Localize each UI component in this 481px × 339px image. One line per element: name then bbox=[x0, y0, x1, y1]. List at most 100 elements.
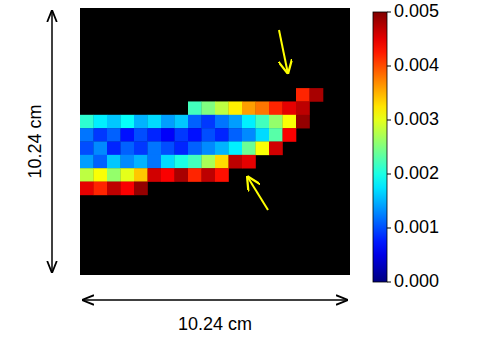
cell bbox=[134, 115, 148, 129]
cell bbox=[215, 142, 229, 156]
cell bbox=[161, 115, 175, 129]
cell bbox=[202, 128, 216, 142]
cell bbox=[202, 115, 216, 129]
cell bbox=[296, 115, 310, 129]
cell bbox=[202, 101, 216, 115]
cell bbox=[94, 182, 108, 196]
x-label: 10.24 cm bbox=[178, 314, 252, 334]
cell bbox=[121, 155, 135, 169]
colorbar-tick bbox=[387, 174, 391, 175]
colorbar-tick bbox=[387, 228, 391, 229]
colorbar-tick bbox=[387, 66, 391, 67]
cell bbox=[283, 101, 297, 115]
cell bbox=[296, 101, 310, 115]
colorbar bbox=[373, 12, 387, 282]
colorbar-tick-label: 0.000 bbox=[394, 271, 439, 291]
cell bbox=[134, 168, 148, 182]
cell bbox=[242, 155, 256, 169]
cell bbox=[94, 168, 108, 182]
cell bbox=[94, 155, 108, 169]
cell bbox=[134, 155, 148, 169]
cell bbox=[80, 115, 94, 129]
cell bbox=[202, 155, 216, 169]
cell bbox=[80, 142, 94, 156]
cell bbox=[256, 115, 270, 129]
cell bbox=[134, 182, 148, 196]
cell bbox=[121, 128, 135, 142]
colorbar-tick bbox=[387, 120, 391, 121]
cell bbox=[310, 88, 324, 102]
chart: 10.24 cm10.24 cm0.0000.0010.0020.0030.00… bbox=[0, 0, 481, 339]
annotation-arrow bbox=[279, 30, 288, 74]
cell bbox=[215, 101, 229, 115]
cell bbox=[215, 115, 229, 129]
cell bbox=[296, 88, 310, 102]
cell bbox=[121, 115, 135, 129]
cell bbox=[107, 128, 121, 142]
cell bbox=[229, 115, 243, 129]
cell bbox=[256, 101, 270, 115]
cell bbox=[188, 115, 202, 129]
colorbar-tick-label: 0.003 bbox=[394, 109, 439, 129]
cell bbox=[283, 115, 297, 129]
plot-background bbox=[80, 8, 350, 275]
cell bbox=[188, 101, 202, 115]
colorbar-tick bbox=[387, 12, 391, 13]
cell bbox=[283, 128, 297, 142]
cell bbox=[148, 168, 162, 182]
cell bbox=[175, 115, 189, 129]
cell bbox=[134, 128, 148, 142]
cell bbox=[229, 101, 243, 115]
cell bbox=[175, 168, 189, 182]
colorbar-tick-label: 0.005 bbox=[394, 1, 439, 21]
cell bbox=[269, 142, 283, 156]
dimension-arrow bbox=[51, 10, 53, 273]
cell bbox=[229, 155, 243, 169]
cell bbox=[107, 182, 121, 196]
cell bbox=[188, 128, 202, 142]
cell bbox=[269, 115, 283, 129]
cell bbox=[256, 142, 270, 156]
cell bbox=[80, 128, 94, 142]
cell bbox=[94, 115, 108, 129]
cell bbox=[148, 115, 162, 129]
cell bbox=[229, 142, 243, 156]
cell bbox=[202, 168, 216, 182]
cell bbox=[242, 128, 256, 142]
cell bbox=[256, 128, 270, 142]
cell bbox=[80, 168, 94, 182]
cell bbox=[148, 142, 162, 156]
cell bbox=[269, 101, 283, 115]
cell bbox=[161, 142, 175, 156]
cell bbox=[94, 128, 108, 142]
cell bbox=[148, 155, 162, 169]
cell bbox=[80, 182, 94, 196]
cell bbox=[134, 142, 148, 156]
cell bbox=[215, 155, 229, 169]
cell bbox=[215, 168, 229, 182]
cell bbox=[175, 155, 189, 169]
cells bbox=[80, 88, 323, 195]
cell bbox=[269, 128, 283, 142]
cell bbox=[107, 168, 121, 182]
cell bbox=[121, 142, 135, 156]
cell bbox=[188, 142, 202, 156]
dimension-arrow bbox=[82, 299, 348, 301]
cell bbox=[121, 168, 135, 182]
cell bbox=[121, 182, 135, 196]
colorbar-tick-label: 0.001 bbox=[394, 217, 439, 237]
cell bbox=[202, 142, 216, 156]
cell bbox=[215, 128, 229, 142]
cell bbox=[107, 155, 121, 169]
cell bbox=[242, 142, 256, 156]
cell bbox=[242, 115, 256, 129]
cell bbox=[175, 128, 189, 142]
cell bbox=[148, 128, 162, 142]
cell bbox=[161, 168, 175, 182]
cell bbox=[107, 142, 121, 156]
annotation-arrow bbox=[247, 176, 268, 210]
cell bbox=[188, 155, 202, 169]
cell bbox=[80, 155, 94, 169]
cell bbox=[229, 128, 243, 142]
cell bbox=[161, 155, 175, 169]
